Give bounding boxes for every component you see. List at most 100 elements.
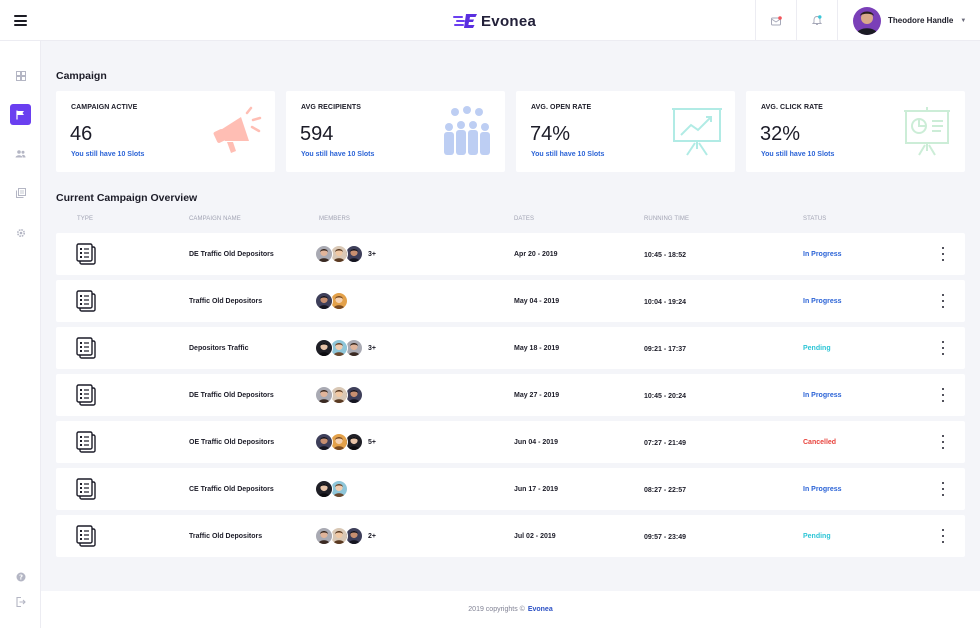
megaphone-icon	[213, 106, 262, 153]
campaign-dates: May 04 - 2019	[514, 297, 560, 305]
flag-icon	[16, 110, 24, 119]
status-badge: In Progress	[803, 250, 842, 258]
member-avatar	[330, 339, 348, 357]
table-row[interactable]: Traffic Old Depositors 2+ Jul 02 - 2019 09:…	[56, 515, 965, 557]
overview-title: Current Campaign Overview	[56, 192, 198, 204]
member-avatar	[315, 245, 333, 263]
messages-button[interactable]	[755, 0, 796, 41]
dashboard-icon	[15, 70, 26, 81]
chevron-down-icon[interactable]: ▼	[960, 17, 967, 24]
presentation-chart-icon	[672, 108, 722, 156]
members-group[interactable]: 2+	[315, 527, 376, 545]
row-menu-icon[interactable]	[939, 482, 947, 496]
status-badge: Pending	[803, 532, 831, 540]
settings-icon	[16, 228, 25, 237]
campaign-name: Traffic Old Depositors	[189, 297, 263, 305]
column-header-dates: DATES	[514, 216, 535, 222]
logo: Evonea	[453, 11, 536, 31]
campaign-title: Campaign	[56, 70, 107, 82]
row-menu-icon[interactable]	[939, 435, 947, 449]
document-list-icon	[76, 431, 96, 453]
member-avatar	[330, 386, 348, 404]
member-avatar	[315, 292, 333, 310]
members-group[interactable]: 3+	[315, 339, 376, 357]
footer-brand[interactable]: Evonea	[527, 606, 553, 613]
document-list-icon	[76, 337, 96, 359]
stat-card-click-rate: AVG. CLICK RATE 32% You still have 10 Sl…	[746, 91, 965, 172]
row-menu-icon[interactable]	[939, 247, 947, 261]
sidebar: ?	[0, 41, 41, 628]
sidebar-item-settings[interactable]	[10, 222, 31, 243]
table-row[interactable]: DE Traffic Old Depositors May 27 - 2019 10…	[56, 374, 965, 416]
crowd-icon	[444, 106, 490, 155]
member-avatar	[345, 433, 363, 451]
footer: 2019 copyrights © Evonea	[41, 591, 980, 628]
running-time: 08:27 - 22:57	[644, 486, 687, 494]
column-header-running-time: RUNNING TIME	[644, 216, 690, 222]
column-header-name: CAMPAIGN NAME	[189, 216, 241, 222]
logout-button[interactable]	[10, 591, 31, 612]
footer-copyright: 2019 copyrights ©	[468, 606, 525, 613]
table-row[interactable]: Depositors Traffic 3+ May 18 - 2019 09:21 -…	[56, 327, 965, 369]
user-menu[interactable]: Theodore Handle ▼	[837, 0, 980, 41]
running-time: 07:27 - 21:49	[644, 439, 687, 447]
status-badge: In Progress	[803, 485, 842, 493]
row-menu-icon[interactable]	[939, 529, 947, 543]
member-avatar	[315, 480, 333, 498]
sidebar-item-users[interactable]	[10, 143, 31, 164]
members-more-count: 5+	[368, 438, 376, 446]
stat-label: AVG. CLICK RATE	[761, 104, 823, 111]
members-group[interactable]	[315, 480, 348, 498]
running-time: 10:45 - 18:52	[644, 251, 687, 259]
stat-sub: You still have 10 Slots	[531, 151, 605, 158]
member-avatar	[315, 433, 333, 451]
column-header-type: TYPE	[77, 216, 94, 222]
campaign-name: Traffic Old Depositors	[189, 532, 263, 540]
campaign-dates: Jul 02 - 2019	[514, 532, 556, 540]
stat-label: CAMPAIGN ACTIVE	[71, 104, 138, 111]
members-group[interactable]: 5+	[315, 433, 376, 451]
sidebar-item-documents[interactable]	[10, 182, 31, 203]
campaign-name: Depositors Traffic	[189, 344, 249, 352]
notifications-button[interactable]	[796, 0, 837, 41]
campaign-dates: Jun 17 - 2019	[514, 485, 558, 493]
row-menu-icon[interactable]	[939, 294, 947, 308]
member-avatar	[330, 292, 348, 310]
member-avatar	[345, 339, 363, 357]
running-time: 10:04 - 19:24	[644, 298, 687, 306]
help-button[interactable]: ?	[10, 566, 31, 587]
menu-icon[interactable]	[14, 15, 27, 26]
sidebar-item-campaigns[interactable]	[10, 104, 31, 125]
members-group[interactable]: 3+	[315, 245, 376, 263]
stat-value: 32%	[760, 123, 801, 145]
column-header-status: STATUS	[803, 216, 827, 222]
member-avatar	[315, 339, 333, 357]
document-list-icon	[76, 290, 96, 312]
row-menu-icon[interactable]	[939, 388, 947, 402]
logo-mark-icon	[453, 14, 477, 28]
document-list-icon	[76, 478, 96, 500]
stat-card-open-rate: AVG. OPEN RATE 74% You still have 10 Slo…	[516, 91, 735, 172]
sidebar-item-dashboard[interactable]	[10, 65, 31, 86]
stat-sub: You still have 10 Slots	[761, 151, 835, 158]
members-group[interactable]	[315, 386, 363, 404]
campaign-dates: Jun 04 - 2019	[514, 438, 558, 446]
stat-label: AVG RECIPIENTS	[301, 104, 362, 111]
logo-text: Evonea	[481, 12, 537, 30]
stat-card-campaign-active: CAMPAIGN ACTIVE 46 You still have 10 Slo…	[56, 91, 275, 172]
campaign-dates: Apr 20 - 2019	[514, 250, 558, 258]
table-row[interactable]: Traffic Old Depositors May 04 - 2019 10:04…	[56, 280, 965, 322]
table-row[interactable]: DE Traffic Old Depositors 3+ Apr 20 - 2019…	[56, 233, 965, 275]
members-group[interactable]	[315, 292, 348, 310]
row-menu-icon[interactable]	[939, 341, 947, 355]
logout-icon	[15, 596, 26, 607]
stat-sub: You still have 10 Slots	[71, 151, 145, 158]
table-row[interactable]: OE Traffic Old Depositors 5+ Jun 04 - 2019…	[56, 421, 965, 463]
user-name: Theodore Handle	[888, 16, 954, 25]
members-more-count: 3+	[368, 250, 376, 258]
members-more-count: 3+	[368, 344, 376, 352]
member-avatar	[315, 386, 333, 404]
table-row[interactable]: CE Traffic Old Depositors Jun 17 - 2019 08…	[56, 468, 965, 510]
message-icon	[770, 15, 782, 25]
users-icon	[15, 149, 26, 157]
